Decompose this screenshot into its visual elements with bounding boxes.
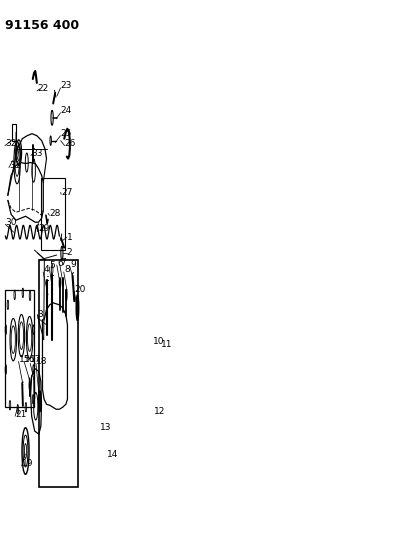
Text: 29: 29 (39, 224, 50, 233)
Text: 12: 12 (154, 407, 165, 416)
Bar (39, 260, 78, 487)
Text: 32: 32 (5, 139, 17, 148)
Text: 7: 7 (60, 257, 66, 266)
Text: 1: 1 (67, 232, 72, 241)
Text: 5: 5 (49, 261, 55, 270)
Bar (41, 179, 65, 250)
Text: 10: 10 (153, 337, 165, 346)
Text: 23: 23 (61, 82, 72, 91)
Text: 91156 400: 91156 400 (5, 19, 79, 33)
Text: 3: 3 (37, 310, 43, 319)
Text: 18: 18 (36, 357, 48, 366)
Text: 15: 15 (19, 355, 30, 364)
Text: 2: 2 (67, 247, 72, 256)
Text: 16: 16 (24, 355, 36, 364)
Bar (6, 290, 34, 407)
Text: 30: 30 (6, 218, 17, 227)
Text: 27: 27 (61, 188, 72, 197)
Text: 21: 21 (15, 410, 27, 419)
Text: 31: 31 (9, 161, 20, 170)
Text: 28: 28 (50, 209, 61, 218)
Text: 8: 8 (64, 265, 70, 274)
Text: 6: 6 (57, 259, 63, 268)
Text: 33: 33 (31, 149, 43, 158)
Text: 13: 13 (100, 423, 111, 432)
Text: 17: 17 (30, 355, 42, 364)
Bar (11, 124, 16, 141)
Text: 14: 14 (107, 449, 119, 458)
Text: 9: 9 (70, 260, 76, 269)
Text: 20: 20 (74, 285, 86, 294)
Text: 26: 26 (65, 139, 76, 148)
Text: 24: 24 (61, 106, 72, 115)
Text: 25: 25 (61, 129, 72, 138)
Text: 19: 19 (22, 459, 33, 469)
Text: 4: 4 (43, 265, 49, 274)
Text: 22: 22 (37, 84, 48, 93)
Text: 11: 11 (161, 340, 173, 349)
